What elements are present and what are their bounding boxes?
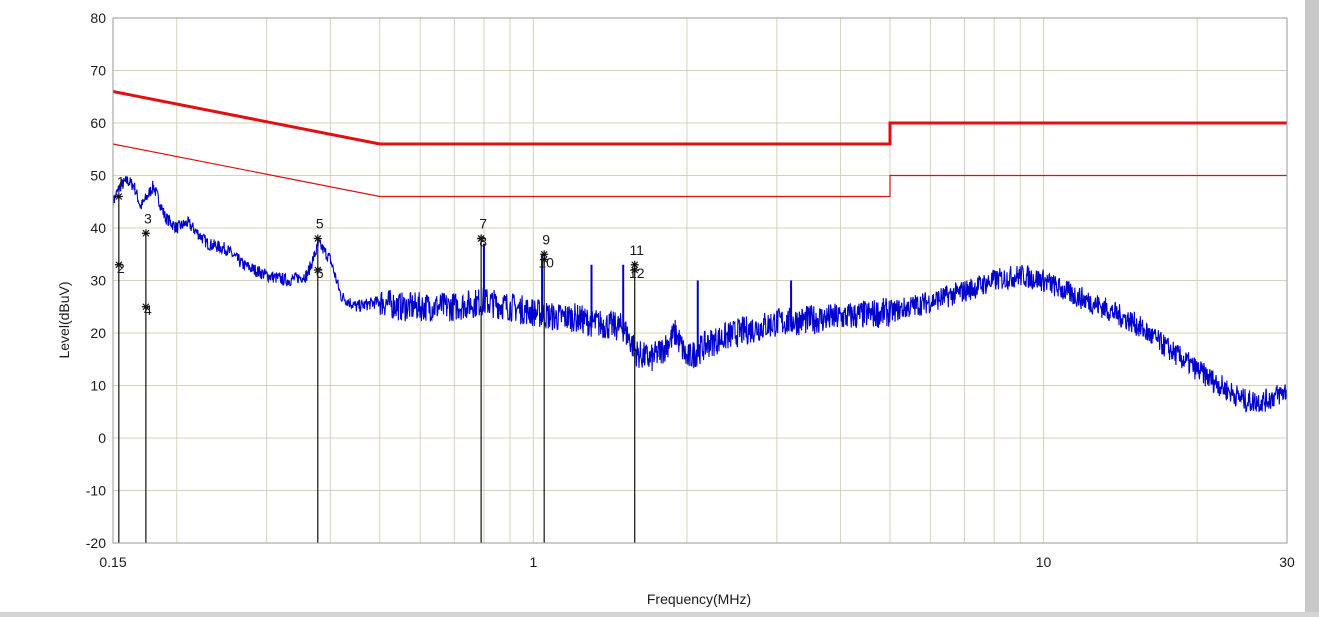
marker-star-icon [114,260,123,269]
marker-star-icon [630,260,639,269]
plot-border [112,17,1288,544]
marker-label: 2 [117,260,125,276]
axes: -20 -10 0 10 20 30 40 50 60 70 80 0.15 1 10 30 [86,10,1295,570]
marker-star-icon [540,250,549,259]
marker-label: 6 [316,265,324,281]
x-tick-label: 30 [1279,554,1295,570]
marker-label: 3 [144,210,152,226]
marker-label: 5 [316,216,324,232]
marker-label: 11 [629,242,644,258]
marker-label: 4 [144,302,152,318]
marker-star-icon [630,266,639,274]
x-tick-label: 10 [1036,554,1052,570]
marker-label: 7 [479,216,487,232]
marker-label: 10 [538,255,554,271]
marker-label: 9 [542,231,550,247]
x-tick-label: 0.15 [99,554,126,570]
y-tick-label: 50 [90,168,106,184]
y-tick-label: -20 [86,535,106,551]
marker-label: 12 [629,265,645,281]
marker-star-icon [540,255,549,264]
marker-star-icon [313,266,322,274]
y-tick-label: 40 [90,220,106,236]
y-tick-label: 20 [90,325,106,341]
y-tick-label: 60 [90,115,106,131]
marker-star-icon [141,229,150,238]
y-tick-label: 30 [90,273,106,289]
limit-lines [112,90,1287,198]
x-axis-title: Frequency(MHz) [647,591,751,607]
quasi-peak-limit-line [112,90,1287,146]
y-tick-label: 10 [90,378,106,394]
y-tick-label: 0 [98,430,106,446]
marker-star-icon [477,234,486,243]
y-axis-title: Level(dBuV) [56,281,72,358]
marker-star-icon [114,192,123,201]
marker-star-icon [313,234,322,243]
measurement-trace [112,175,1288,413]
marker-label: 8 [479,234,487,250]
marker-star-icon [141,302,150,311]
y-tick-label: 70 [90,63,106,79]
x-tick-label: 1 [529,554,537,570]
average-limit-line [112,143,1287,198]
marker-label: 1 [117,174,125,190]
y-tick-label: -10 [86,483,106,499]
trace-line [112,175,1288,413]
y-tick-label: 80 [90,10,106,26]
